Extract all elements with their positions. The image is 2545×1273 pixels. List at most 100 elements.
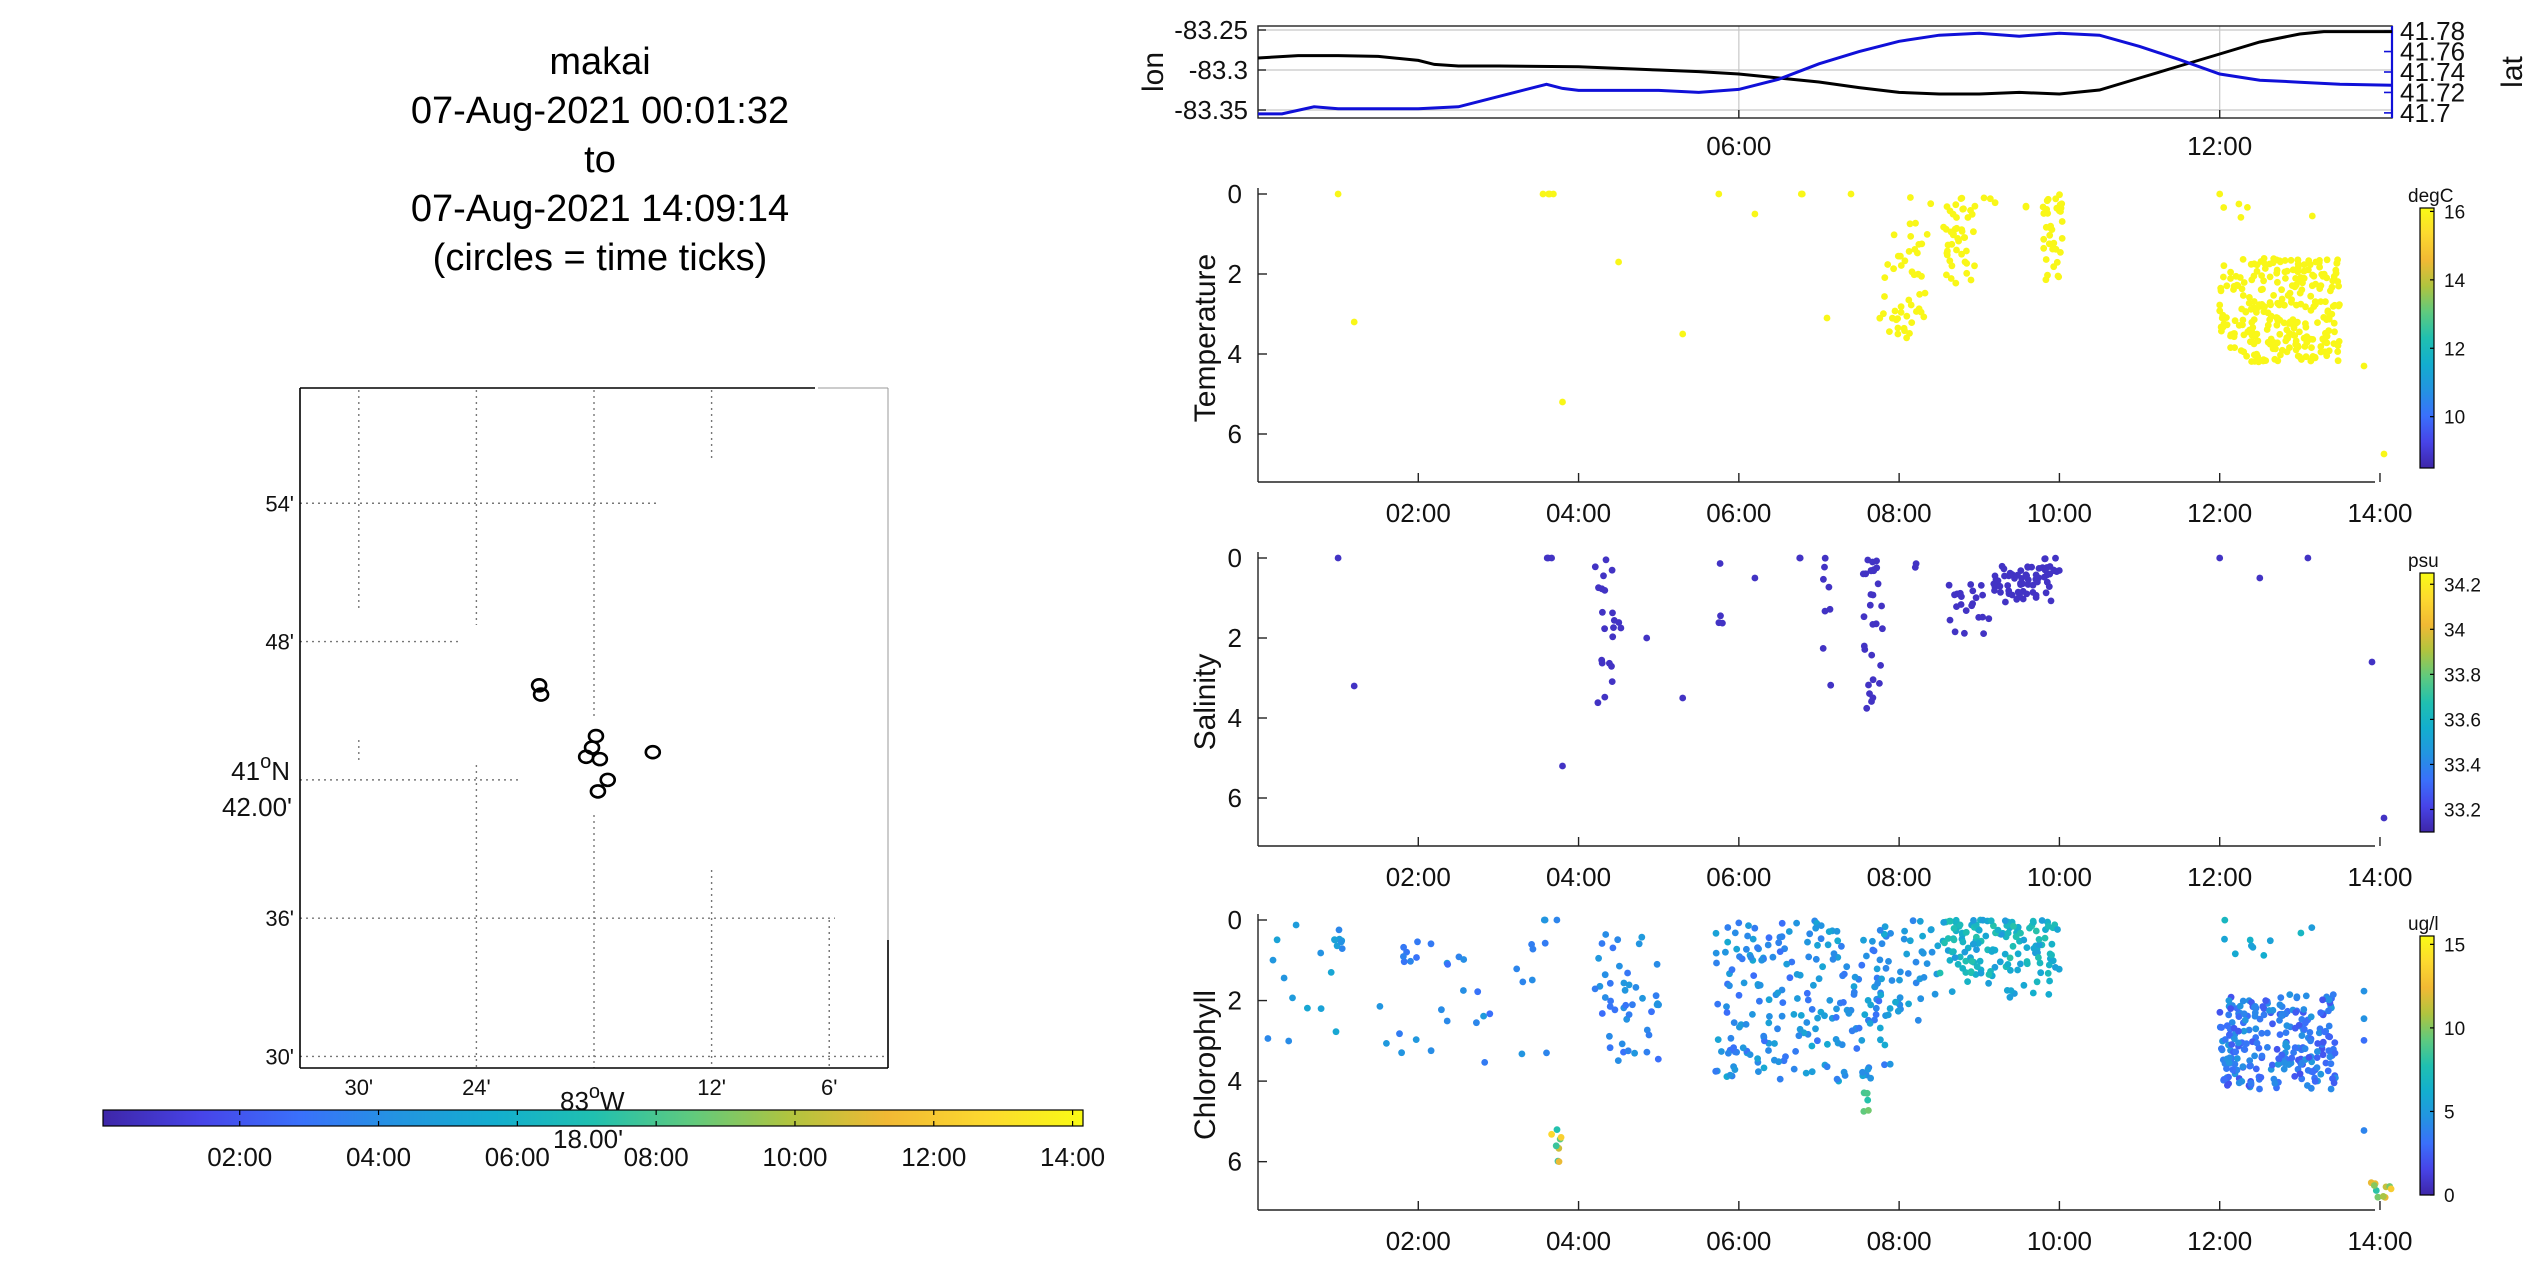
temperature-data-point <box>1908 319 1916 326</box>
chlorophyll-data-point <box>1869 937 1876 945</box>
salinity-data-point <box>1879 625 1886 633</box>
chlorophyll-data-point <box>1460 956 1468 963</box>
temperature-data-point <box>2022 203 2030 211</box>
temperature-data-point <box>1890 231 1898 239</box>
chlorophyll-x-tick-label: 14:00 <box>2347 1226 2412 1256</box>
temperature-data-point <box>2322 298 2329 306</box>
chlorophyll-data-point <box>1779 999 1787 1006</box>
salinity-data-point <box>1860 642 1868 650</box>
chlorophyll-data-point <box>2276 1031 2284 1038</box>
salinity-data-point <box>1825 583 1833 591</box>
chlorophyll-data-point <box>1790 1065 1798 1073</box>
salinity-panel: 0 2 4 6 02:00 04:00 06:00 08:00 10:00 12:00 14:00 S… <box>1189 543 2481 892</box>
chlorophyll-data-point <box>1812 1025 1819 1033</box>
salinity-data-point <box>1867 567 1875 575</box>
chlorophyll-data-point <box>1894 1007 1902 1015</box>
chlorophyll-data-point <box>2235 1013 2243 1020</box>
title-line-5: (circles = time ticks) <box>432 237 768 279</box>
chlorophyll-data-point <box>1755 1068 1762 1075</box>
chlorophyll-data-point <box>2268 1061 2276 1069</box>
salinity-axis-label: Salinity <box>1189 654 1222 751</box>
lonlat-axes-box <box>1257 25 2393 119</box>
temperature-data-point <box>2248 358 2256 365</box>
temperature-data-point <box>2328 283 2336 291</box>
temperature-data-point <box>2316 285 2324 292</box>
chlorophyll-data-point <box>2325 1022 2333 1030</box>
salinity-data-point <box>1946 616 1954 624</box>
temperature-data-point <box>2308 344 2315 351</box>
temperature-data-point <box>1916 291 1923 298</box>
chlorophyll-colorbar-tick-label: 15 <box>2444 935 2465 956</box>
salinity-data-point <box>2304 554 2312 562</box>
chlorophyll-panel: 0 2 4 6 02:00 04:00 06:00 08:00 10:00 12:00 14:00 C… <box>1189 905 2465 1256</box>
chlorophyll-data-point <box>1840 999 1847 1006</box>
temperature-data-point <box>2239 292 2247 299</box>
temperature-data-point <box>2329 303 2337 310</box>
salinity-data-point <box>2024 576 2032 584</box>
chlorophyll-data-point <box>1919 932 1926 940</box>
chlorophyll-data-point <box>2374 1193 2382 1201</box>
chlorophyll-data-point <box>1903 950 1911 958</box>
temperature-data-point <box>2247 260 2255 268</box>
temperature-data-point <box>2380 450 2388 458</box>
salinity-data-point <box>1977 582 1985 589</box>
temperature-data-point <box>1910 271 1918 279</box>
temperature-colorbar-tick-label: 16 <box>2444 202 2465 223</box>
chlorophyll-data-point <box>2221 935 2228 943</box>
chlorophyll-data-point <box>1595 954 1602 962</box>
chlorophyll-data-point <box>1280 974 1288 982</box>
lonlat-right-tick-label: 41.72 <box>2400 77 2465 107</box>
temperature-data-point <box>2308 282 2316 290</box>
map-colorbar-tick-label: 06:00 <box>485 1142 550 1172</box>
temperature-panel: 0 2 4 6 02:00 04:00 06:00 08:00 10:00 12:00 14:00 T… <box>1189 179 2466 528</box>
chlorophyll-y-tick-label: 6 <box>1228 1147 1242 1177</box>
chlorophyll-data-point <box>2023 944 2031 951</box>
chlorophyll-data-point <box>1951 954 1959 961</box>
chlorophyll-data-point <box>2220 1076 2228 1083</box>
chlorophyll-data-point <box>1850 988 1858 996</box>
temperature-colorbar-units: degC <box>2408 186 2453 207</box>
chlorophyll-data-point <box>1765 996 1773 1004</box>
chlorophyll-data-point <box>1817 935 1825 943</box>
temperature-data-point <box>2249 324 2257 331</box>
temperature-data-point <box>2321 348 2329 356</box>
chlorophyll-data-point <box>1629 1001 1636 1009</box>
temperature-data-point <box>2220 273 2227 281</box>
chlorophyll-data-point <box>2245 1026 2253 1034</box>
map-time-tick-circle <box>599 772 617 788</box>
temperature-data-point <box>1952 279 1960 287</box>
salinity-data-point <box>1601 693 1609 701</box>
chlorophyll-data-point <box>1968 957 1976 965</box>
chlorophyll-data-point <box>2321 1028 2329 1036</box>
chlorophyll-data-point <box>1956 953 1964 961</box>
chlorophyll-data-point <box>2228 1019 2236 1026</box>
chlorophyll-data-point <box>1900 935 1908 943</box>
chlorophyll-data-point <box>1819 963 1826 971</box>
map-x-tick-label: 24' <box>462 1075 491 1100</box>
chlorophyll-data-point <box>1614 1057 1622 1064</box>
chlorophyll-data-point <box>1740 979 1748 987</box>
chlorophyll-data-point <box>1332 1028 1340 1036</box>
chlorophyll-data-point <box>2247 1079 2255 1087</box>
salinity-data-point <box>1715 619 1723 627</box>
chlorophyll-data-point <box>1881 1061 1888 1069</box>
chlorophyll-data-point <box>1643 1048 1651 1056</box>
chlorophyll-data-point <box>2331 1039 2339 1046</box>
chlorophyll-data-point <box>1730 1019 1738 1026</box>
temperature-x-tick-label: 10:00 <box>2027 498 2092 528</box>
temperature-data-point <box>2314 319 2321 326</box>
temperature-data-point <box>1914 249 1921 257</box>
temperature-data-point <box>2248 276 2256 284</box>
chlorophyll-data-point <box>1598 1010 1606 1017</box>
chlorophyll-data-point <box>1934 942 1942 950</box>
chlorophyll-data-point <box>1611 1006 1619 1014</box>
chlorophyll-data-point <box>2379 1193 2387 1200</box>
chlorophyll-data-point <box>1400 943 1407 951</box>
chlorophyll-data-point <box>2241 1016 2249 1024</box>
chlorophyll-data-point <box>1864 1065 1872 1073</box>
temperature-data-point <box>1881 274 1889 281</box>
chlorophyll-data-point <box>1733 945 1741 953</box>
temperature-data-point <box>1918 240 1926 248</box>
chlorophyll-data-point <box>1821 1012 1828 1020</box>
chlorophyll-data-point <box>2253 1039 2261 1047</box>
